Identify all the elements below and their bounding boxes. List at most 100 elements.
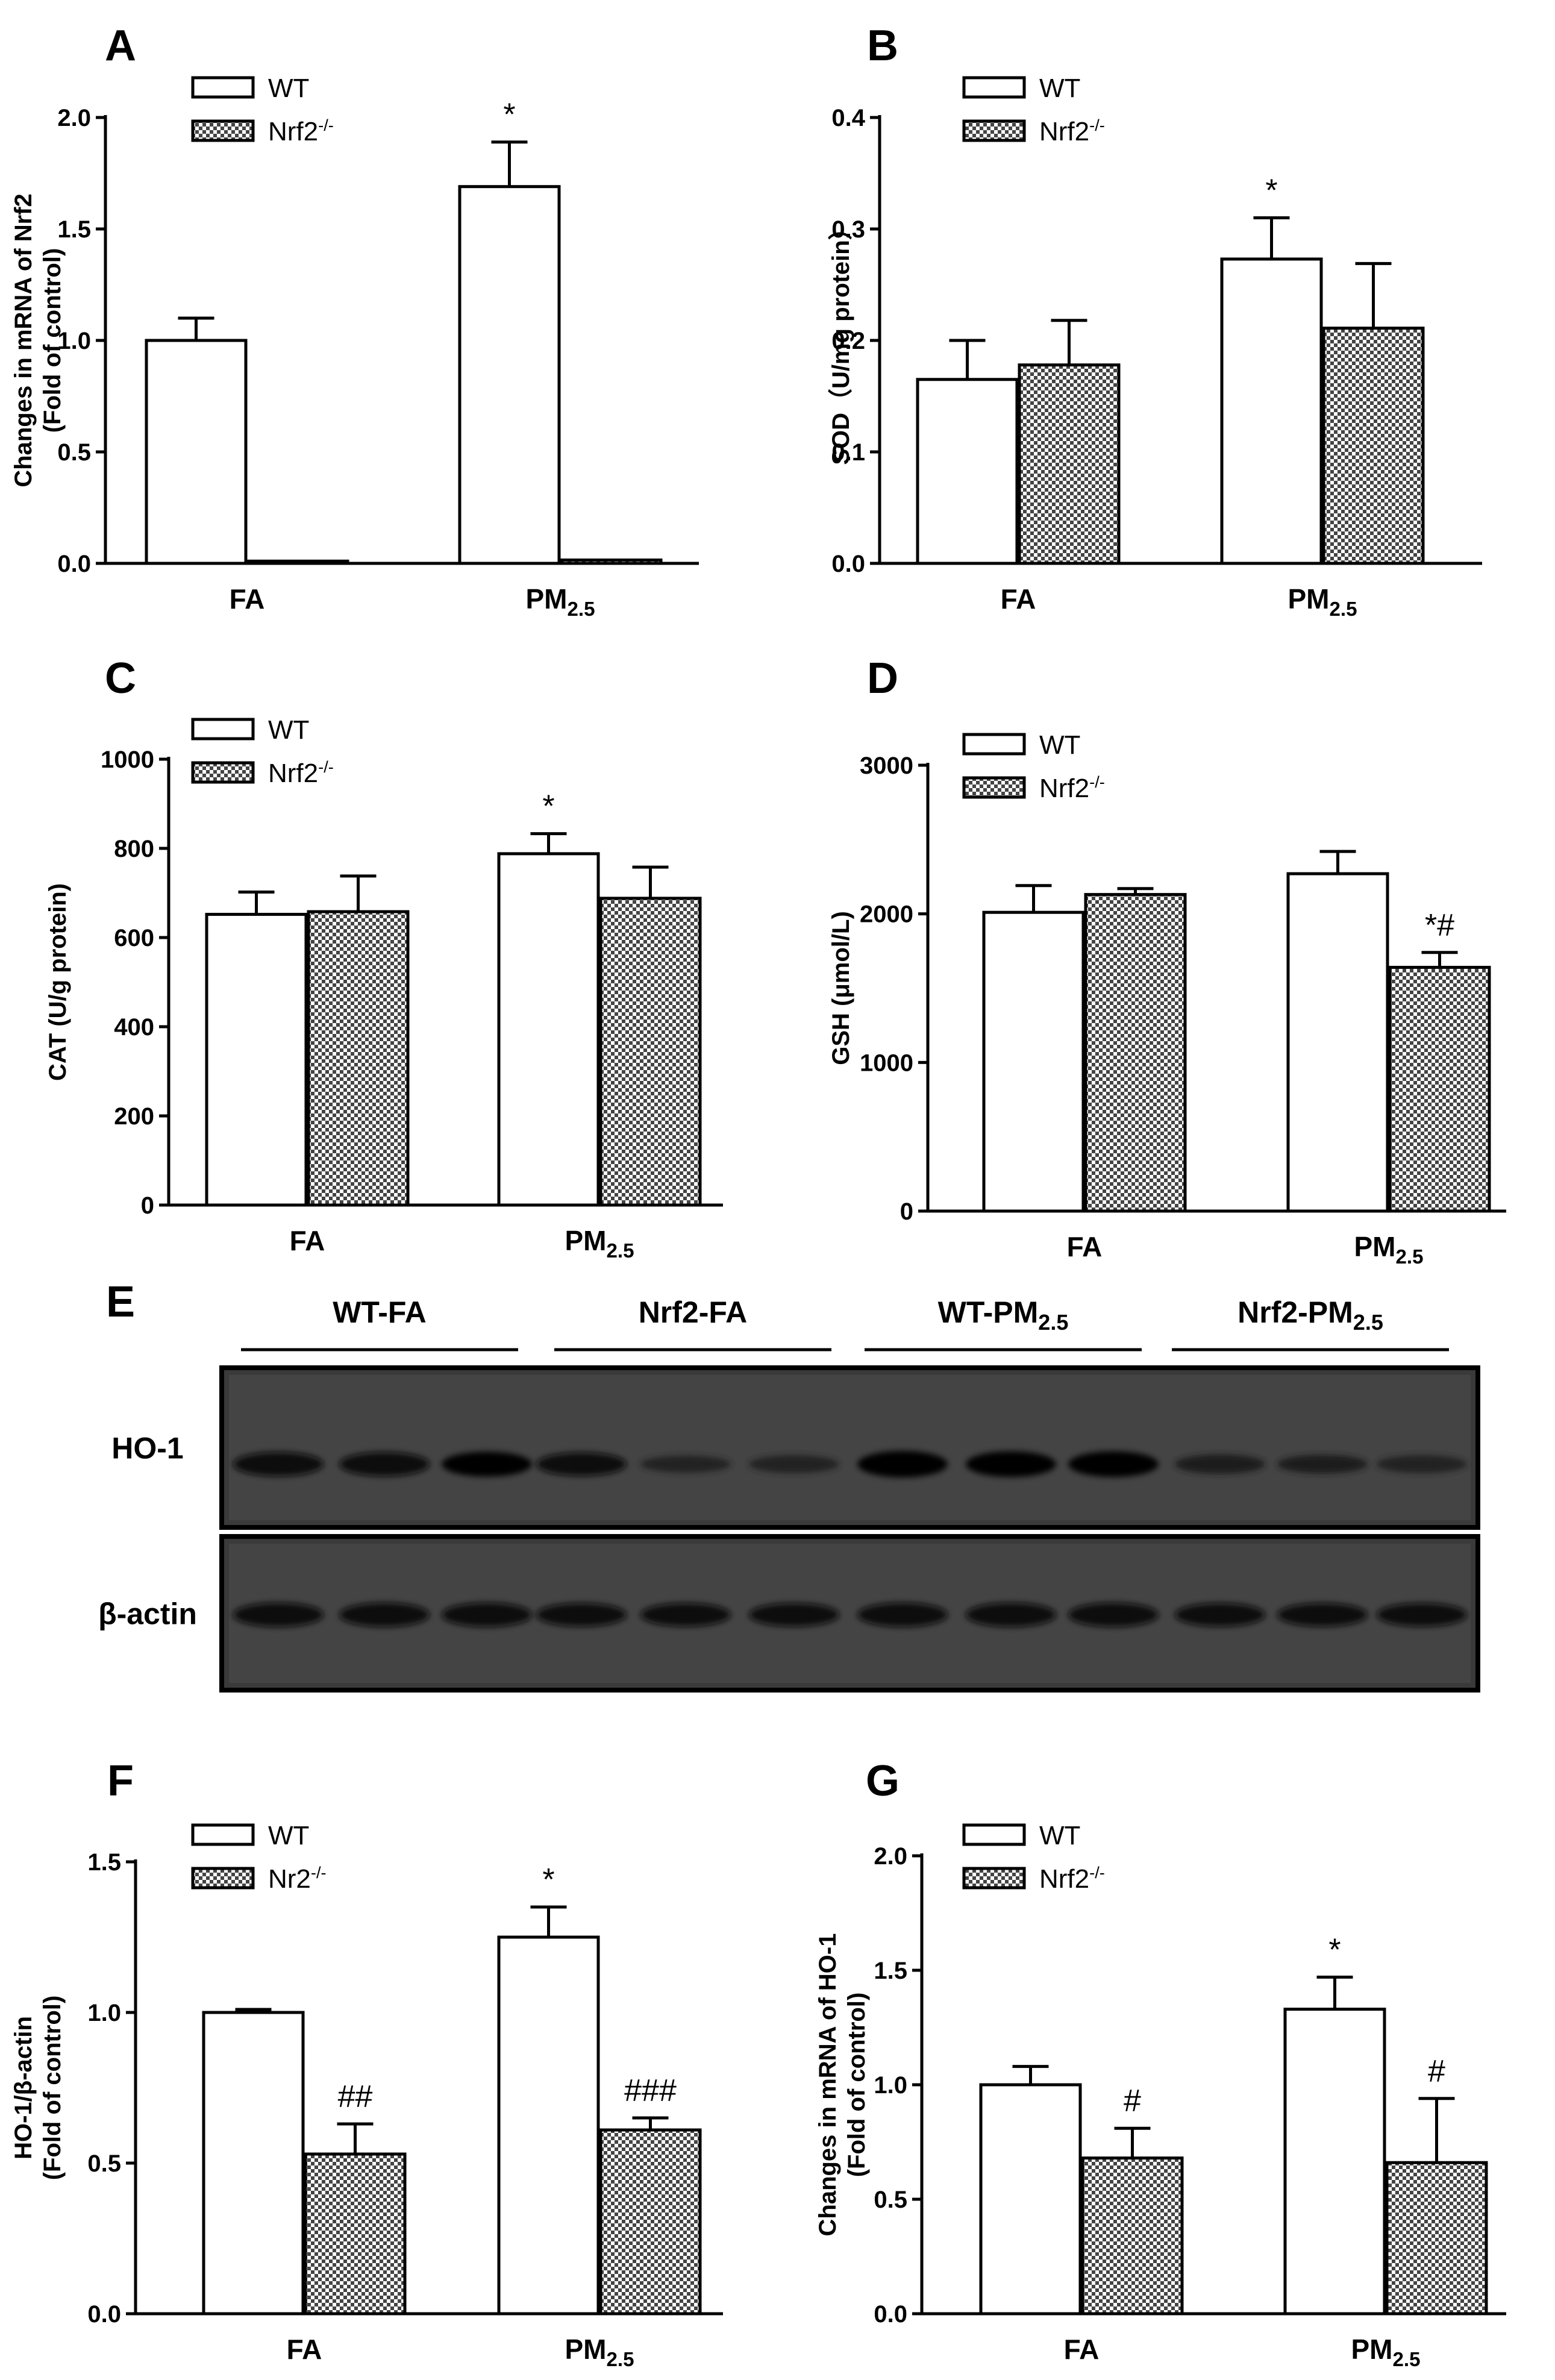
- legend-label: Nrf2-/-: [1039, 116, 1105, 146]
- y-tick-label: 3000: [860, 753, 913, 779]
- chart-panel-f: F 0.0 0.5 1.0 1.5 HO-1/β-actin (Fold of contro…: [10, 1757, 723, 2371]
- ko-bar-fa: [246, 559, 349, 565]
- wt-bar-pm: [1286, 872, 1389, 1213]
- legend-label: WT: [1039, 730, 1080, 760]
- y-axis-label-line: SOD（U/mg protein）: [828, 216, 854, 465]
- blot-band: [1175, 1603, 1265, 1627]
- y-axis-label: GSH (μmol/L): [828, 911, 854, 1065]
- y-axis-label-line: (Fold of control): [39, 248, 66, 433]
- y-tick-label: 0.5: [57, 439, 91, 466]
- y-tick-label: 2.0: [874, 1843, 907, 1870]
- blot-band: [966, 1602, 1056, 1627]
- y-axis-label: CAT (U/g protein): [45, 883, 71, 1081]
- chart-panel-d: D 0 1000 2000 3000 GSH (μmol/L) FA *# PM2.5 WT Nrf…: [828, 654, 1506, 1268]
- legend-swatch: [191, 761, 255, 784]
- x-category-label: FA: [230, 583, 265, 615]
- x-category-label: PM2.5: [1354, 1231, 1423, 1268]
- panel-label: E: [106, 1278, 135, 1326]
- blot-group-label: Nrf2-FA: [639, 1295, 748, 1329]
- y-tick-label: 1000: [860, 1050, 913, 1076]
- ko-bar-pm: [1385, 2161, 1488, 2316]
- y-tick-label: 0.0: [57, 551, 91, 577]
- blot-band: [1277, 1603, 1368, 1627]
- y-axis-label: Changes in mRNA of Nrf2 (Fold of control): [10, 193, 66, 487]
- ko-bar-fa: [307, 910, 410, 1207]
- y-axis-label-line: Changes in mRNA of Nrf2: [10, 193, 37, 487]
- blot-band: [857, 1602, 948, 1627]
- panel-label: A: [105, 22, 136, 70]
- wt-bar-pm: [458, 185, 561, 565]
- legend-swatch: [191, 718, 255, 741]
- blot-band: [640, 1603, 731, 1627]
- significance-mark: #: [1428, 2054, 1445, 2089]
- legend-label: WT: [268, 715, 309, 745]
- blot-band: [1175, 1454, 1265, 1474]
- y-tick-label: 0.1: [831, 439, 865, 466]
- wt-bar-fa: [202, 2011, 305, 2316]
- ko-bar-pm: [560, 558, 663, 565]
- wt-bar-fa: [145, 339, 248, 565]
- y-axis-label: Changes in mRNA of HO-1 (Fold of control): [815, 1934, 870, 2237]
- x-category-label: FA: [1064, 2334, 1100, 2365]
- blot-band: [1377, 1455, 1467, 1473]
- y-tick-label: 0.5: [87, 2150, 121, 2177]
- y-axis-label-line: CAT (U/g protein): [45, 883, 71, 1081]
- chart-panel-a: A 0.0 0.5 1.0 1.5 2.0 Changes in mRNA of Nrf2(…: [10, 22, 699, 621]
- x-category-label: PM2.5: [525, 583, 595, 621]
- panel-label: F: [107, 1757, 134, 1805]
- y-tick-label: 0.3: [831, 216, 865, 243]
- chart-panel-g: G 0.0 0.5 1.0 1.5 2.0 Changes in mRNA of HO-1(…: [815, 1757, 1506, 2371]
- blot-band: [233, 1451, 324, 1477]
- legend-swatch: [962, 733, 1026, 756]
- wt-bar-fa: [979, 2083, 1082, 2316]
- y-tick-label: 600: [114, 925, 154, 951]
- legend-label: WT: [1039, 74, 1080, 103]
- y-tick-label: 1.5: [87, 1849, 121, 1876]
- significance-mark: *#: [1425, 908, 1454, 943]
- blot-membrane-inner: [229, 1375, 1471, 1520]
- y-tick-label: 2.0: [57, 105, 91, 131]
- x-category-label: PM2.5: [565, 1225, 634, 1262]
- x-category-label: PM2.5: [1351, 2334, 1420, 2371]
- blot-band: [749, 1603, 839, 1627]
- ko-bar-pm: [1388, 965, 1491, 1213]
- blot-band: [442, 1451, 532, 1477]
- blot-band: [640, 1455, 731, 1473]
- x-category-label: FA: [1001, 583, 1036, 615]
- legend-label: WT: [268, 74, 309, 103]
- ko-bar-pm: [599, 897, 702, 1207]
- y-axis-label-line: HO-1/β-actin: [10, 2016, 37, 2159]
- y-tick-label: 200: [114, 1103, 154, 1130]
- blot-group-label: WT-PM2.5: [938, 1295, 1069, 1335]
- significance-mark: *: [542, 789, 554, 824]
- y-axis-label: SOD（U/mg protein）: [828, 216, 854, 465]
- blot-band: [233, 1602, 324, 1627]
- blot-row-label: β-actin: [98, 1597, 197, 1631]
- blot-row-label: HO-1: [111, 1432, 183, 1465]
- legend-swatch: [962, 1823, 1026, 1846]
- y-tick-label: 800: [114, 836, 154, 862]
- legend-label: Nrf2-/-: [268, 116, 334, 146]
- chart-panel-c: C 0 200 400 600 800 1000 CAT (U/g protein) FA * PM…: [45, 654, 723, 1262]
- blot-band: [966, 1451, 1056, 1477]
- y-tick-label: 1.0: [57, 328, 91, 354]
- ko-bar-pm: [599, 2128, 702, 2316]
- legend-swatch: [191, 119, 255, 142]
- legend-swatch: [962, 119, 1026, 142]
- wt-bar-fa: [916, 378, 1019, 565]
- wt-bar-pm: [1220, 257, 1323, 565]
- bar-charts: A 0.0 0.5 1.0 1.5 2.0 Changes in mRNA of Nrf2(…: [10, 22, 1506, 2371]
- significance-mark: ###: [624, 2073, 677, 2108]
- y-tick-label: 0: [900, 1198, 913, 1225]
- chart-panel-b: B 0.0 0.1 0.2 0.3 0.4 SOD（U/mg protein） FA * PM2.…: [828, 22, 1482, 621]
- y-tick-label: 400: [114, 1014, 154, 1041]
- blot-group-label: WT-FA: [333, 1295, 427, 1329]
- y-tick-label: 1.0: [87, 2000, 121, 2026]
- x-category-label: FA: [287, 2334, 322, 2365]
- y-tick-label: 1000: [101, 747, 154, 773]
- ko-bar-pm: [1322, 327, 1425, 565]
- significance-mark: *: [1328, 1932, 1341, 1967]
- y-tick-label: 0.0: [874, 2301, 907, 2328]
- y-tick-label: 1.5: [57, 216, 91, 243]
